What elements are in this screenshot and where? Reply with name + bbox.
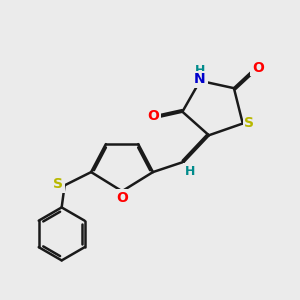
- Text: O: O: [116, 191, 128, 205]
- Text: H: H: [195, 64, 205, 77]
- Text: S: S: [53, 177, 63, 191]
- Text: S: S: [244, 116, 254, 130]
- Text: N: N: [194, 72, 206, 86]
- Text: H: H: [184, 165, 195, 178]
- Text: O: O: [147, 109, 159, 123]
- Text: O: O: [252, 61, 264, 75]
